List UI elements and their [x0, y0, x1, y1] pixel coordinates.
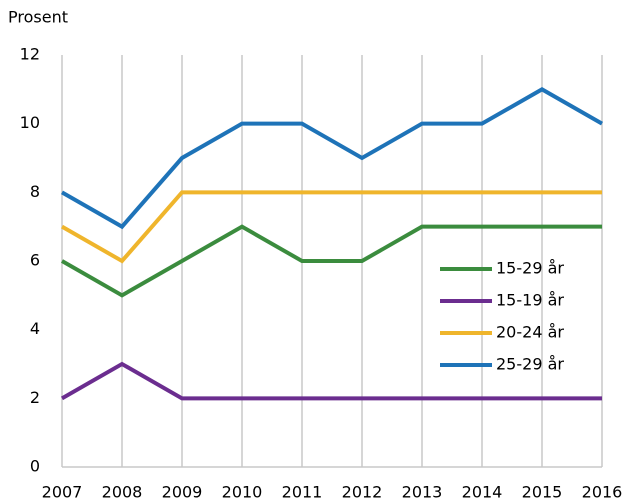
legend-label: 15-29 år — [496, 259, 564, 278]
y-axis-label: Prosent — [8, 8, 68, 27]
y-tick-label: 6 — [30, 251, 40, 270]
x-tick-label: 2009 — [162, 483, 203, 499]
x-tick-label: 2008 — [102, 483, 143, 499]
series-line — [61, 224, 602, 298]
legend-label: 15-19 år — [496, 291, 564, 310]
legend-label: 25-29 år — [496, 355, 564, 374]
x-tick-label: 2016 — [582, 483, 623, 499]
legend-label: 20-24 år — [496, 323, 564, 342]
x-tick-label: 2011 — [282, 483, 323, 499]
y-tick-label: 2 — [30, 388, 40, 407]
y-tick-label: 0 — [30, 457, 40, 476]
y-tick-label: 4 — [30, 319, 40, 338]
y-tick-label: 12 — [20, 45, 40, 64]
series-line — [61, 361, 602, 401]
x-tick-label: 2012 — [342, 483, 383, 499]
series-line — [61, 190, 602, 264]
x-tick-label: 2010 — [222, 483, 263, 499]
x-tick-label: 2007 — [42, 483, 83, 499]
x-tick-label: 2014 — [462, 483, 503, 499]
y-tick-label: 10 — [20, 113, 40, 132]
x-tick-label: 2013 — [402, 483, 443, 499]
series-line — [61, 87, 603, 230]
x-tick-label: 2015 — [522, 483, 563, 499]
y-tick-label: 8 — [30, 182, 40, 201]
